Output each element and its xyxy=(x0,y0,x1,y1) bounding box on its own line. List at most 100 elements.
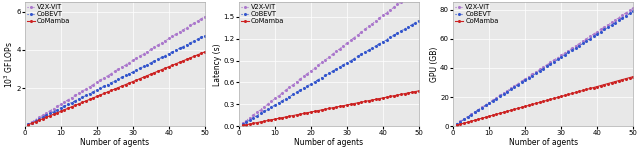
CoBEVT xyxy=(354,56,362,57)
CoMamba xyxy=(554,97,561,98)
V2X-ViT xyxy=(325,56,333,58)
CoMamba xyxy=(404,92,412,94)
CoBEVT xyxy=(387,37,394,38)
CoBEVT xyxy=(271,104,279,106)
CoMamba xyxy=(172,63,180,65)
CoMamba xyxy=(590,87,598,88)
CoBEVT xyxy=(586,38,594,39)
V2X-ViT xyxy=(253,111,260,113)
CoMamba xyxy=(32,121,40,123)
V2X-ViT xyxy=(39,114,47,116)
V2X-ViT xyxy=(79,90,86,92)
CoBEVT xyxy=(125,73,133,74)
CoMamba xyxy=(597,85,605,86)
V2X-ViT xyxy=(246,117,253,119)
CoBEVT xyxy=(568,49,576,51)
CoBEVT xyxy=(24,124,32,125)
CoMamba xyxy=(401,93,408,94)
V2X-ViT xyxy=(289,84,297,86)
CoBEVT xyxy=(325,72,333,74)
CoMamba xyxy=(161,67,169,69)
V2X-ViT xyxy=(347,39,355,41)
CoBEVT xyxy=(300,87,308,89)
CoMamba xyxy=(129,81,137,82)
CoMamba xyxy=(108,90,115,91)
CoMamba xyxy=(24,124,32,126)
CoBEVT xyxy=(183,44,191,46)
CoBEVT xyxy=(75,98,83,100)
CoBEVT xyxy=(32,120,40,122)
CoBEVT xyxy=(68,102,76,104)
CoBEVT xyxy=(307,83,315,85)
CoMamba xyxy=(278,117,286,119)
V2X-ViT xyxy=(158,42,166,44)
V2X-ViT xyxy=(478,106,486,108)
CoMamba xyxy=(271,118,279,120)
CoBEVT xyxy=(336,66,344,68)
CoMamba xyxy=(350,103,358,104)
CoBEVT xyxy=(554,59,561,60)
V2X-ViT xyxy=(154,44,162,46)
CoMamba xyxy=(190,55,198,57)
V2X-ViT xyxy=(554,57,561,59)
CoMamba xyxy=(314,110,322,111)
V2X-ViT xyxy=(250,114,257,116)
CoBEVT xyxy=(489,100,497,102)
V2X-ViT xyxy=(372,20,380,22)
V2X-ViT xyxy=(61,101,68,103)
V2X-ViT xyxy=(165,38,173,39)
V2X-ViT xyxy=(143,51,151,53)
CoMamba xyxy=(201,51,209,53)
CoMamba xyxy=(321,108,329,110)
CoMamba xyxy=(289,115,297,117)
CoBEVT xyxy=(172,49,180,51)
V2X-ViT xyxy=(350,37,358,38)
CoBEVT xyxy=(394,32,401,34)
CoMamba xyxy=(383,96,390,98)
CoMamba xyxy=(194,54,202,56)
CoBEVT xyxy=(275,102,282,104)
V2X-ViT xyxy=(503,90,511,92)
V2X-ViT xyxy=(600,26,608,28)
CoBEVT xyxy=(361,51,369,53)
V2X-ViT xyxy=(496,95,504,96)
V2X-ViT xyxy=(100,77,108,79)
CoMamba xyxy=(547,98,554,100)
CoBEVT xyxy=(412,22,419,24)
CoBEVT xyxy=(453,123,461,125)
CoMamba xyxy=(53,112,61,114)
CoMamba xyxy=(28,122,36,124)
CoMamba xyxy=(453,124,461,126)
CoMamba xyxy=(343,104,351,106)
CoBEVT xyxy=(246,119,253,121)
CoBEVT xyxy=(158,56,166,58)
V2X-ViT xyxy=(271,98,279,99)
CoBEVT xyxy=(456,121,464,122)
V2X-ViT xyxy=(104,75,111,77)
V2X-ViT xyxy=(489,99,497,101)
Legend: V2X-ViT, CoBEVT, CoMamba: V2X-ViT, CoBEVT, CoMamba xyxy=(454,4,499,25)
CoMamba xyxy=(136,78,144,79)
CoMamba xyxy=(493,113,500,115)
CoMamba xyxy=(292,114,300,116)
CoBEVT xyxy=(579,42,587,44)
CoMamba xyxy=(150,72,158,74)
CoBEVT xyxy=(626,13,634,14)
CoBEVT xyxy=(161,55,169,56)
CoMamba xyxy=(75,103,83,105)
CoMamba xyxy=(246,123,253,125)
CoMamba xyxy=(140,76,147,78)
CoMamba xyxy=(311,110,319,112)
CoBEVT xyxy=(314,79,322,81)
V2X-ViT xyxy=(115,68,122,70)
CoMamba xyxy=(332,106,340,108)
V2X-ViT xyxy=(525,76,532,77)
CoBEVT xyxy=(532,72,540,74)
CoBEVT xyxy=(201,35,209,37)
V2X-ViT xyxy=(136,55,144,57)
V2X-ViT xyxy=(536,69,543,70)
CoMamba xyxy=(260,120,268,122)
CoBEVT xyxy=(471,111,479,113)
CoMamba xyxy=(253,122,260,124)
V2X-ViT xyxy=(243,120,250,121)
